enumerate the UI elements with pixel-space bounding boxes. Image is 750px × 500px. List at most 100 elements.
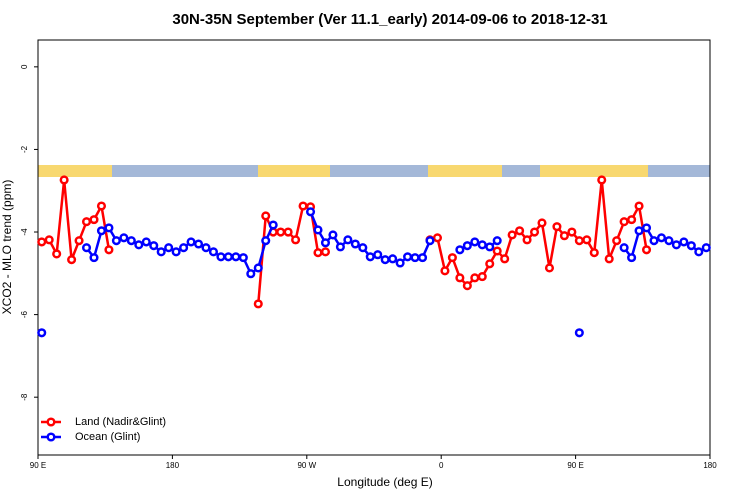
data-point (134, 240, 144, 250)
x-tick-label: 180 (703, 461, 717, 470)
x-tick-label: 90 E (30, 461, 46, 470)
data-point (485, 242, 495, 252)
data-point (694, 247, 704, 257)
data-point (649, 236, 659, 246)
data-point (410, 253, 420, 263)
data-point (627, 253, 637, 263)
data-point (447, 253, 457, 263)
data-point (395, 258, 405, 268)
legend-label: Ocean (Glint) (75, 431, 140, 443)
land-band (38, 165, 112, 177)
legend-swatch-marker (46, 417, 56, 427)
x-tick-label: 180 (166, 461, 180, 470)
data-point (149, 241, 159, 251)
data-point (350, 239, 360, 249)
data-point (500, 254, 510, 264)
data-point (574, 328, 584, 338)
data-point (477, 272, 487, 282)
y-tick-label: -2 (20, 145, 29, 153)
data-point (52, 249, 62, 259)
data-point (432, 233, 443, 243)
data-point (313, 248, 323, 258)
data-point (313, 225, 323, 235)
data-point (74, 236, 84, 246)
series-line (41, 179, 111, 261)
data-point (559, 231, 569, 241)
data-point (208, 247, 219, 257)
data-point (223, 252, 233, 262)
data-point (89, 253, 99, 263)
data-point (104, 223, 114, 233)
y-tick-label: -8 (20, 393, 29, 401)
data-point (425, 236, 435, 246)
data-point (156, 247, 166, 257)
data-point (470, 273, 480, 283)
data-point (582, 235, 592, 245)
data-point (440, 266, 450, 276)
data-point (179, 243, 189, 253)
data-point (119, 233, 129, 243)
data-point (268, 220, 278, 230)
data-point (320, 247, 331, 257)
data-point (328, 230, 338, 240)
legend-label: Land (Nadir&Glint) (75, 416, 166, 428)
data-point (686, 241, 696, 251)
data-point (634, 226, 644, 236)
data-point (96, 201, 107, 211)
data-point (597, 175, 607, 185)
data-point (627, 215, 637, 225)
data-point (604, 254, 614, 264)
data-point (492, 236, 502, 246)
data-point (373, 250, 383, 260)
data-point (477, 240, 487, 250)
data-point (619, 217, 629, 227)
data-point (261, 211, 271, 221)
data-point (261, 236, 271, 246)
data-point (417, 253, 428, 263)
data-point (283, 227, 293, 237)
x-tick-label: 90 E (567, 461, 583, 470)
data-point (193, 239, 204, 249)
x-tick-label: 0 (439, 461, 444, 470)
data-point (126, 236, 136, 246)
data-point (552, 222, 562, 232)
data-point (201, 243, 211, 253)
land-band (258, 165, 330, 177)
data-point (537, 218, 547, 228)
data-point (141, 237, 151, 247)
data-point (656, 233, 667, 243)
data-point (574, 236, 584, 246)
data-point (403, 252, 413, 262)
data-point (634, 201, 644, 211)
y-axis-label: XCO2 - MLO trend (ppm) (0, 180, 14, 315)
data-point (253, 299, 263, 309)
data-point (81, 243, 92, 253)
data-point (44, 235, 54, 245)
data-point (515, 226, 525, 236)
data-point (462, 241, 472, 251)
chart-title: 30N-35N September (Ver 11.1_early) 2014-… (172, 11, 607, 28)
data-point (89, 215, 99, 225)
data-point (544, 263, 555, 273)
data-point (67, 255, 77, 265)
data-point (164, 243, 174, 253)
data-point (619, 243, 629, 253)
land-mask-band (38, 165, 710, 177)
data-point (238, 253, 248, 263)
data-point (111, 236, 121, 246)
data-point (380, 255, 390, 265)
data-point (507, 230, 517, 240)
data-point (492, 246, 502, 256)
data-point (320, 238, 331, 248)
data-point (388, 254, 398, 264)
data-point (529, 227, 540, 237)
data-point (455, 273, 465, 283)
data-point (664, 236, 674, 246)
data-point (612, 236, 622, 246)
data-point (104, 245, 114, 255)
data-point (37, 237, 47, 247)
data-point (171, 247, 181, 257)
data-point (216, 252, 226, 262)
data-point (59, 175, 69, 185)
